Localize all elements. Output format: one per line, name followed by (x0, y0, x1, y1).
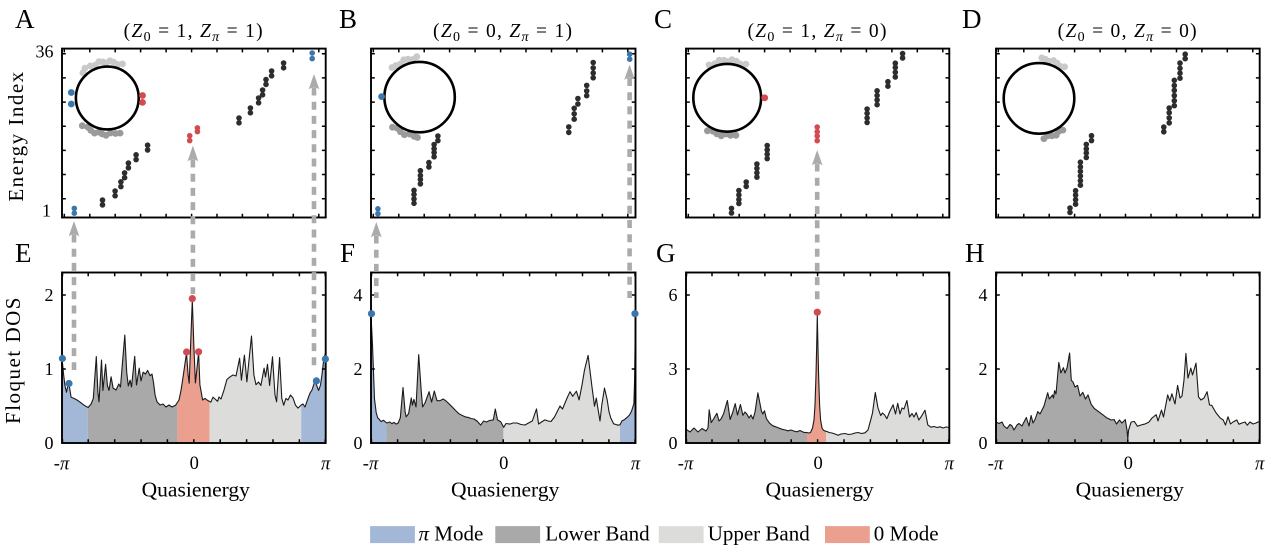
svg-text:Quasienergy: Quasienergy (765, 478, 874, 502)
svg-text:0: 0 (669, 433, 678, 453)
svg-text:F: F (340, 238, 355, 268)
svg-text:0: 0 (354, 433, 363, 453)
svg-text:4: 4 (354, 285, 363, 305)
svg-text:6: 6 (669, 285, 678, 305)
svg-text:Upper Band: Upper Band (708, 522, 811, 546)
svg-text:H: H (965, 238, 985, 268)
svg-text:3: 3 (669, 359, 678, 379)
svg-text:D: D (962, 4, 982, 34)
svg-text:π: π (1255, 455, 1265, 475)
svg-text:Quasienergy: Quasienergy (142, 478, 251, 502)
svg-text:-π: -π (54, 455, 70, 475)
svg-text:2: 2 (45, 285, 54, 305)
svg-text:Quasienergy: Quasienergy (451, 478, 560, 502)
svg-text:A: A (15, 4, 35, 34)
svg-text:-π: -π (678, 455, 694, 475)
svg-text:1: 1 (45, 359, 54, 379)
svg-text:E: E (15, 238, 32, 268)
svg-text:2: 2 (979, 359, 988, 379)
svg-text:π: π (945, 455, 955, 475)
svg-text:C: C (654, 4, 672, 34)
svg-text:Energy Index: Energy Index (4, 70, 28, 201)
svg-text:0: 0 (190, 454, 199, 474)
svg-text:π: π (321, 455, 331, 475)
svg-text:B: B (339, 4, 357, 34)
svg-text:G: G (656, 238, 676, 268)
svg-text:36: 36 (36, 42, 54, 62)
svg-text:-π: -π (363, 455, 379, 475)
svg-text:π: π (631, 455, 641, 475)
svg-text:0: 0 (1124, 454, 1133, 474)
svg-text:-π: -π (988, 455, 1004, 475)
svg-text:π Mode: π Mode (419, 522, 484, 546)
svg-text:Floquet DOS: Floquet DOS (1, 296, 25, 424)
svg-text:Quasienergy: Quasienergy (1076, 478, 1185, 502)
svg-text:0: 0 (813, 454, 822, 474)
svg-text:0 Mode: 0 Mode (874, 522, 939, 546)
svg-text:1: 1 (42, 201, 51, 221)
svg-text:0: 0 (499, 454, 508, 474)
svg-text:2: 2 (354, 359, 363, 379)
svg-text:4: 4 (979, 285, 988, 305)
svg-text:0: 0 (979, 433, 988, 453)
svg-text:0: 0 (45, 433, 54, 453)
svg-text:Lower Band: Lower Band (545, 522, 650, 546)
